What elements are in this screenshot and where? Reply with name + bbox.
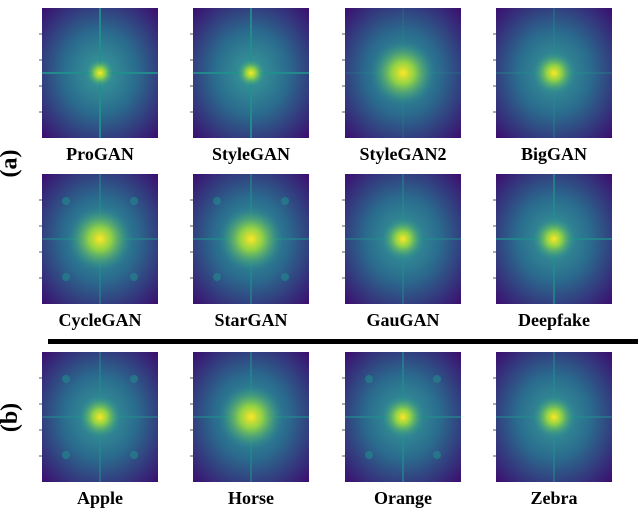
spectral-peak: [365, 451, 373, 459]
spectrum-image: [190, 174, 309, 304]
panel-caption: Apple: [76, 488, 123, 508]
spectral-peak: [433, 375, 441, 383]
spectral-peak: [213, 273, 221, 281]
group-a-label: (a): [0, 149, 23, 178]
spectrum-panel: StyleGAN2: [342, 8, 461, 164]
center-peak: [85, 58, 115, 88]
panel-caption: Horse: [228, 488, 274, 508]
spectral-peak: [130, 273, 138, 281]
spectral-peak: [62, 451, 70, 459]
spectral-peak: [62, 273, 70, 281]
center-peak: [532, 395, 576, 439]
spectrum-image: [493, 352, 612, 482]
spectral-peak: [281, 273, 289, 281]
panel-caption: GauGAN: [366, 310, 440, 330]
center-peak: [218, 384, 284, 450]
spectrum-panel: Orange: [342, 352, 461, 508]
center-peak: [236, 58, 266, 88]
spectrum-panel: StarGAN: [190, 174, 309, 330]
center-peak: [78, 395, 122, 439]
center-peak: [370, 40, 436, 106]
center-peak: [532, 217, 576, 261]
spectral-peak: [281, 197, 289, 205]
panel-caption: StyleGAN: [212, 144, 290, 164]
spectrum-panel: Deepfake: [493, 174, 612, 330]
center-peak: [532, 51, 576, 95]
spectrum-panel: StyleGAN: [190, 8, 309, 164]
panel-caption: StyleGAN2: [359, 144, 447, 164]
panel-caption: Deepfake: [518, 310, 590, 330]
spectral-peak: [213, 197, 221, 205]
spectrum-panel: ProGAN: [39, 8, 158, 164]
spectral-peak: [365, 375, 373, 383]
spectrum-image: [39, 352, 158, 482]
spectral-peak: [62, 197, 70, 205]
center-peak: [381, 395, 425, 439]
spectral-peak: [130, 375, 138, 383]
spectral-peak: [130, 451, 138, 459]
spectrum-panel: Horse: [190, 352, 309, 508]
spectrum-image: [493, 8, 612, 138]
spectral-peak: [130, 197, 138, 205]
spectrum-image: [39, 174, 158, 304]
spectrum-panel: Apple: [39, 352, 158, 508]
panel-caption: CycleGAN: [58, 310, 142, 330]
group-b-label: (b): [0, 402, 24, 433]
spectrum-panel: CycleGAN: [39, 174, 158, 330]
spectrum-image: [493, 174, 612, 304]
panel-caption: ProGAN: [66, 144, 134, 164]
center-peak: [381, 217, 425, 261]
panel-caption: Zebra: [530, 488, 578, 508]
panel-caption: BigGAN: [520, 144, 587, 164]
panel-caption: Orange: [374, 488, 432, 508]
spectrum-image: [190, 352, 309, 482]
center-peak: [218, 206, 284, 272]
spectral-peak: [433, 451, 441, 459]
spectrum-panel: GauGAN: [342, 174, 461, 330]
spectral-peak: [62, 375, 70, 383]
panel-caption: StarGAN: [214, 310, 288, 330]
spectrum-image: [190, 8, 309, 138]
spectrum-image: [342, 174, 461, 304]
spectrum-image: [342, 352, 461, 482]
spectrum-panel: BigGAN: [493, 8, 612, 164]
spectrum-panel: Zebra: [493, 352, 612, 508]
spectrum-image: [342, 8, 461, 138]
spectrum-image: [39, 8, 158, 138]
center-peak: [67, 206, 133, 272]
group-divider: [48, 339, 638, 344]
